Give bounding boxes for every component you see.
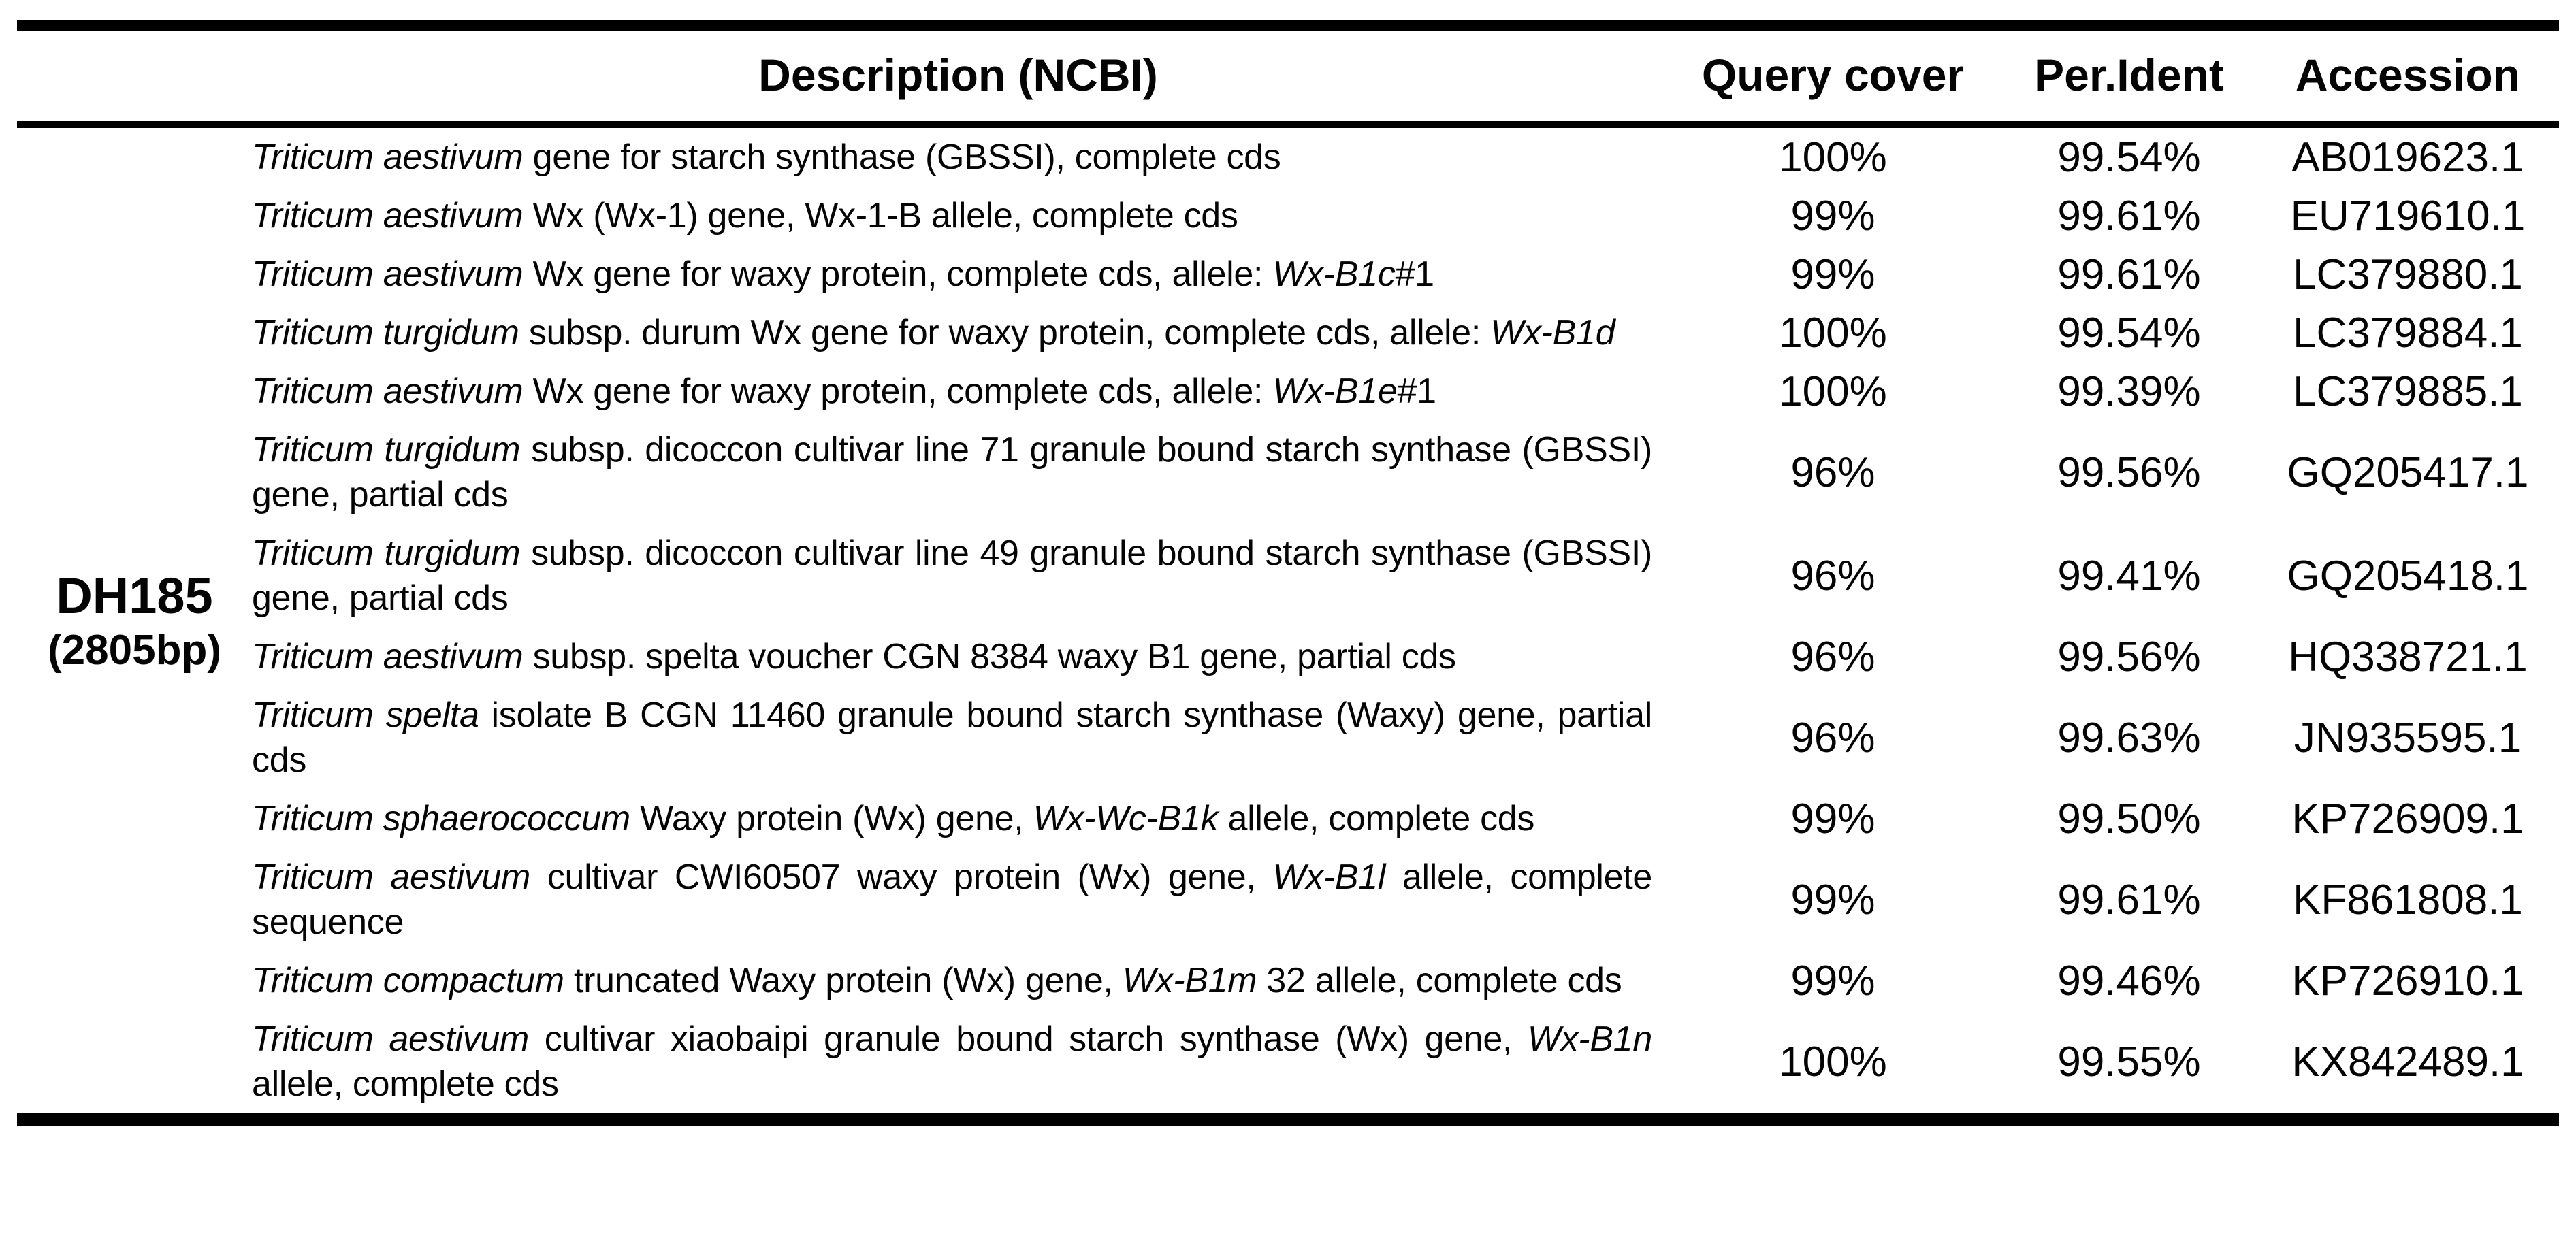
sample-label-cell: DH185 (2805bp) bbox=[17, 125, 252, 1119]
accession-cell: AB019623.1 bbox=[2291, 133, 2524, 181]
table-row: Triticum sphaerococcum Waxy protein (Wx)… bbox=[17, 789, 2559, 848]
query-cover-cell: 99% bbox=[1790, 795, 1875, 842]
per-ident-cell: 99.63% bbox=[2057, 714, 2201, 761]
per-ident-cell: 99.56% bbox=[2057, 448, 2201, 496]
accession-cell: EU719610.1 bbox=[2290, 192, 2526, 240]
table-row: Triticum aestivum Wx gene for waxy prote… bbox=[17, 245, 2559, 304]
per-ident-cell: 99.55% bbox=[2057, 1038, 2201, 1085]
per-ident-cell: 99.54% bbox=[2057, 309, 2201, 357]
query-cover-cell: 99% bbox=[1790, 192, 1875, 240]
accession-cell: JN935595.1 bbox=[2293, 714, 2522, 761]
per-ident-cell: 99.61% bbox=[2057, 250, 2201, 298]
query-cover-cell: 96% bbox=[1790, 714, 1875, 761]
sample-name: DH185 bbox=[56, 567, 213, 624]
per-ident-cell: 99.41% bbox=[2057, 552, 2201, 600]
per-ident-cell: 99.54% bbox=[2057, 133, 2201, 181]
per-ident-cell: 99.61% bbox=[2057, 192, 2201, 240]
query-cover-cell: 96% bbox=[1790, 552, 1875, 600]
sample-size: (2805bp) bbox=[48, 627, 221, 674]
per-ident-cell: 99.61% bbox=[2057, 876, 2201, 923]
header-row: Description (NCBI) Query cover Per.Ident… bbox=[17, 25, 2559, 128]
table-row: Triticum aestivum Wx gene for waxy prote… bbox=[17, 362, 2559, 421]
header-per-ident: Per.Ident bbox=[2001, 25, 2257, 128]
accession-cell: LC379885.1 bbox=[2293, 367, 2523, 415]
table-row: Triticum aestivum cultivar CWI60507 waxy… bbox=[17, 848, 2559, 951]
query-cover-cell: 100% bbox=[1779, 367, 1887, 415]
query-cover-cell: 100% bbox=[1779, 309, 1887, 357]
description-cell: Triticum spelta isolate B CGN 11460 gran… bbox=[252, 695, 1652, 780]
description-cell: Triticum compactum truncated Waxy protei… bbox=[252, 961, 1622, 1000]
header-description: Description (NCBI) bbox=[252, 25, 1664, 128]
query-cover-cell: 100% bbox=[1779, 1038, 1887, 1085]
accession-cell: HQ338721.1 bbox=[2288, 633, 2528, 681]
query-cover-cell: 100% bbox=[1779, 133, 1887, 181]
blast-results-table: Description (NCBI) Query cover Per.Ident… bbox=[17, 20, 2559, 1126]
per-ident-cell: 99.46% bbox=[2057, 957, 2201, 1004]
accession-cell: KP726909.1 bbox=[2291, 795, 2524, 842]
table-row: Triticum aestivum subsp. spelta voucher … bbox=[17, 627, 2559, 686]
accession-cell: GQ205417.1 bbox=[2287, 448, 2529, 496]
query-cover-cell: 99% bbox=[1790, 957, 1875, 1004]
table-row: Triticum aestivum cultivar xiaobaipi gra… bbox=[17, 1010, 2559, 1119]
header-accession: Accession bbox=[2257, 25, 2559, 128]
description-cell: Triticum turgidum subsp. dicoccon cultiv… bbox=[252, 430, 1653, 514]
description-cell: Triticum sphaerococcum Waxy protein (Wx)… bbox=[252, 799, 1535, 838]
accession-cell: KP726910.1 bbox=[2291, 957, 2524, 1004]
accession-cell: LC379880.1 bbox=[2293, 250, 2523, 298]
table-row: Triticum spelta isolate B CGN 11460 gran… bbox=[17, 686, 2559, 789]
description-cell: Triticum aestivum Wx gene for waxy prote… bbox=[252, 372, 1436, 411]
table-row: Triticum turgidum subsp. dicoccon cultiv… bbox=[17, 421, 2559, 524]
description-cell: Triticum turgidum subsp. dicoccon cultiv… bbox=[252, 534, 1653, 618]
per-ident-cell: 99.39% bbox=[2057, 367, 2201, 415]
accession-cell: GQ205418.1 bbox=[2287, 552, 2529, 600]
table-row: Triticum aestivum Wx (Wx-1) gene, Wx-1-B… bbox=[17, 186, 2559, 245]
table-row: Triticum turgidum subsp. durum Wx gene f… bbox=[17, 304, 2559, 362]
description-cell: Triticum aestivum subsp. spelta voucher … bbox=[252, 637, 1456, 676]
accession-cell: LC379884.1 bbox=[2293, 309, 2523, 357]
query-cover-cell: 96% bbox=[1790, 633, 1875, 681]
description-cell: Triticum aestivum cultivar CWI60507 waxy… bbox=[252, 857, 1653, 942]
per-ident-cell: 99.56% bbox=[2057, 633, 2201, 681]
query-cover-cell: 96% bbox=[1790, 448, 1875, 496]
accession-cell: KF861808.1 bbox=[2293, 876, 2523, 923]
description-cell: Triticum turgidum subsp. durum Wx gene f… bbox=[252, 313, 1615, 353]
per-ident-cell: 99.50% bbox=[2057, 795, 2201, 842]
table-row: Triticum compactum truncated Waxy protei… bbox=[17, 951, 2559, 1010]
header-query-cover: Query cover bbox=[1664, 25, 2001, 128]
description-cell: Triticum aestivum gene for starch syntha… bbox=[252, 137, 1281, 177]
accession-cell: KX842489.1 bbox=[2291, 1038, 2524, 1085]
header-stub-empty bbox=[17, 25, 252, 128]
table-row: Triticum turgidum subsp. dicoccon cultiv… bbox=[17, 524, 2559, 627]
description-cell: Triticum aestivum Wx gene for waxy prote… bbox=[252, 255, 1434, 294]
query-cover-cell: 99% bbox=[1790, 250, 1875, 298]
query-cover-cell: 99% bbox=[1790, 876, 1875, 923]
table-row: DH185 (2805bp) Triticum aestivum gene fo… bbox=[17, 125, 2559, 674]
description-cell: Triticum aestivum Wx (Wx-1) gene, Wx-1-B… bbox=[252, 196, 1238, 235]
description-cell: Triticum aestivum cultivar xiaobaipi gra… bbox=[252, 1019, 1652, 1104]
